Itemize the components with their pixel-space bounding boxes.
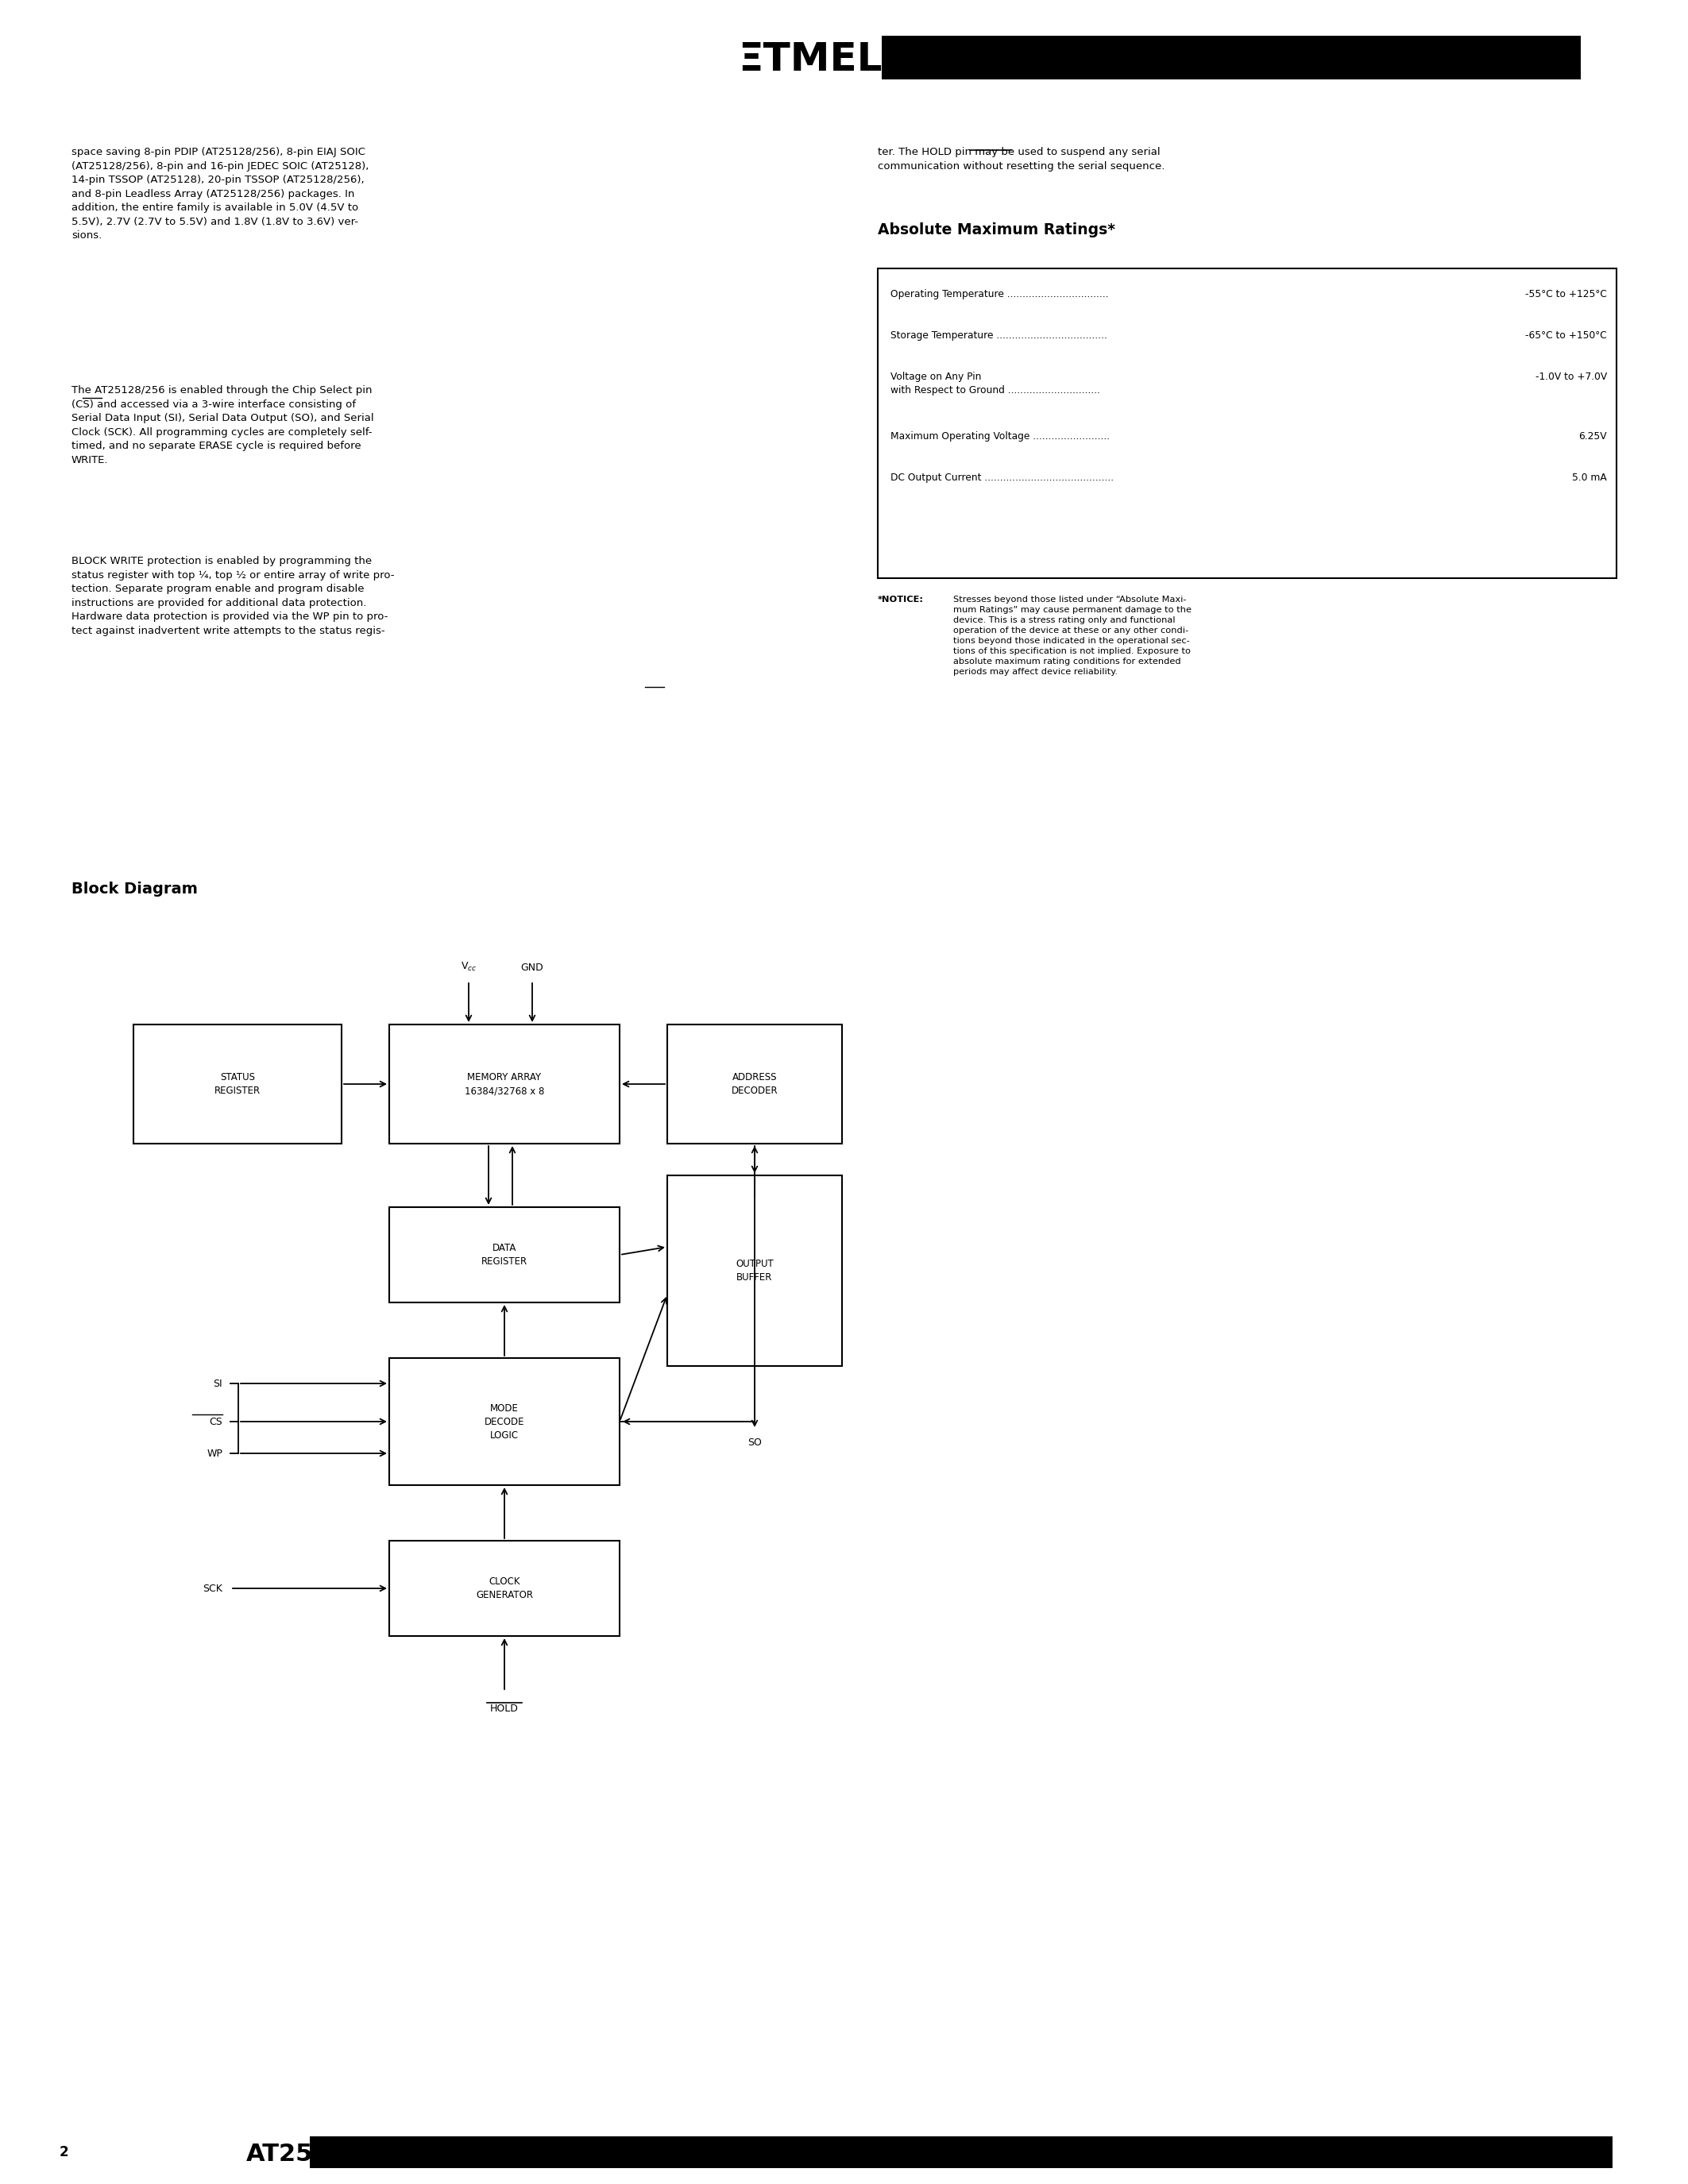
Bar	[667, 1175, 842, 1365]
Text: WP: WP	[206, 1448, 223, 1459]
Bar	[881, 35, 1580, 79]
Text: Operating Temperature .................................: Operating Temperature ..................…	[891, 288, 1109, 299]
Text: ADDRESS
DECODER: ADDRESS DECODER	[731, 1072, 778, 1096]
Text: Stresses beyond those listed under “Absolute Maxi-
mum Ratings” may cause perman: Stresses beyond those listed under “Abso…	[954, 596, 1192, 677]
Bar	[667, 1024, 842, 1144]
Text: BLOCK WRITE protection is enabled by programming the
status register with top ¼,: BLOCK WRITE protection is enabled by pro…	[71, 557, 395, 636]
Text: OUTPUT
BUFFER: OUTPUT BUFFER	[736, 1258, 773, 1282]
Text: V$_{cc}$: V$_{cc}$	[461, 961, 476, 972]
Text: DATA
REGISTER: DATA REGISTER	[481, 1243, 527, 1267]
Text: 6.25V: 6.25V	[1578, 430, 1607, 441]
Text: -65°C to +150°C: -65°C to +150°C	[1526, 330, 1607, 341]
Text: AT25128/256: AT25128/256	[246, 2143, 424, 2164]
Text: GND: GND	[522, 963, 544, 972]
Text: ter. The HOLD pin may be used to suspend any serial
communication without resett: ter. The HOLD pin may be used to suspend…	[878, 146, 1165, 170]
Text: MEMORY ARRAY
16384/32768 x 8: MEMORY ARRAY 16384/32768 x 8	[464, 1072, 544, 1096]
Text: SCK: SCK	[203, 1583, 223, 1594]
Text: SO: SO	[748, 1437, 761, 1448]
Text: Block Diagram: Block Diagram	[71, 882, 197, 898]
Text: SI: SI	[213, 1378, 223, 1389]
Bar	[390, 1208, 619, 1302]
Text: CLOCK
GENERATOR: CLOCK GENERATOR	[476, 1577, 533, 1601]
Text: CS: CS	[209, 1417, 223, 1426]
Text: -55°C to +125°C: -55°C to +125°C	[1526, 288, 1607, 299]
Text: Voltage on Any Pin
with Respect to Ground ..............................: Voltage on Any Pin with Respect to Groun…	[891, 371, 1101, 395]
Bar	[390, 1540, 619, 1636]
Text: 5.0 mA: 5.0 mA	[1572, 472, 1607, 483]
Text: The AT25128/256 is enabled through the Chip Select pin
(CS) and accessed via a 3: The AT25128/256 is enabled through the C…	[71, 384, 373, 465]
Text: Absolute Maximum Ratings*: Absolute Maximum Ratings*	[878, 223, 1116, 238]
Text: 2: 2	[59, 2145, 69, 2160]
Bar	[390, 1358, 619, 1485]
Text: space saving 8-pin PDIP (AT25128/256), 8-pin EIAJ SOIC
(AT25128/256), 8-pin and : space saving 8-pin PDIP (AT25128/256), 8…	[71, 146, 370, 240]
Text: MODE
DECODE
LOGIC: MODE DECODE LOGIC	[484, 1402, 525, 1439]
Text: -1.0V to +7.0V: -1.0V to +7.0V	[1536, 371, 1607, 382]
Bar	[311, 2136, 1612, 2169]
Text: Storage Temperature ....................................: Storage Temperature ....................…	[891, 330, 1107, 341]
Bar	[878, 269, 1617, 579]
Text: ΞTMEL: ΞTMEL	[738, 41, 883, 79]
Text: Maximum Operating Voltage .........................: Maximum Operating Voltage ..............…	[891, 430, 1109, 441]
Text: STATUS
REGISTER: STATUS REGISTER	[214, 1072, 260, 1096]
Text: DC Output Current ..........................................: DC Output Current ......................…	[891, 472, 1114, 483]
Bar	[133, 1024, 341, 1144]
Text: *NOTICE:: *NOTICE:	[878, 596, 923, 603]
Bar	[390, 1024, 619, 1144]
Text: HOLD: HOLD	[490, 1704, 518, 1714]
